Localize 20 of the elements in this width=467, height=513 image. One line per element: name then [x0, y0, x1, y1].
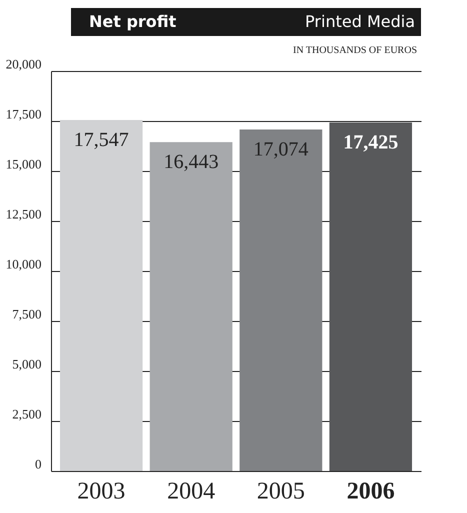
y-tick-label: 12,500: [6, 206, 42, 222]
chart-title: Net profit: [89, 12, 177, 31]
y-tick-label: 17,500: [6, 106, 42, 122]
y-tick-label: 2,500: [12, 406, 42, 422]
data-label: 17,425: [343, 132, 398, 154]
y-tick-label: 0: [35, 456, 42, 472]
y-tick-label: 5,000: [12, 356, 42, 372]
x-tick-label: 2004: [167, 478, 216, 504]
x-tick-label: 2003: [77, 478, 126, 504]
x-tick-label: 2005: [256, 478, 305, 504]
y-tick-label: 15,000: [6, 156, 42, 172]
data-label: 16,443: [164, 151, 219, 174]
chart-subtitle: Printed Media: [305, 12, 415, 31]
data-label: 17,547: [74, 129, 129, 152]
x-tick-label: 2006: [346, 478, 395, 504]
y-axis-title: IN THOUSANDS OF EUROS: [293, 45, 417, 56]
y-tick-label: 10,000: [6, 256, 42, 272]
y-tick-label: 7,500: [12, 306, 42, 322]
y-tick-label: 20,000: [6, 56, 42, 72]
data-label: 17,074: [253, 138, 308, 161]
